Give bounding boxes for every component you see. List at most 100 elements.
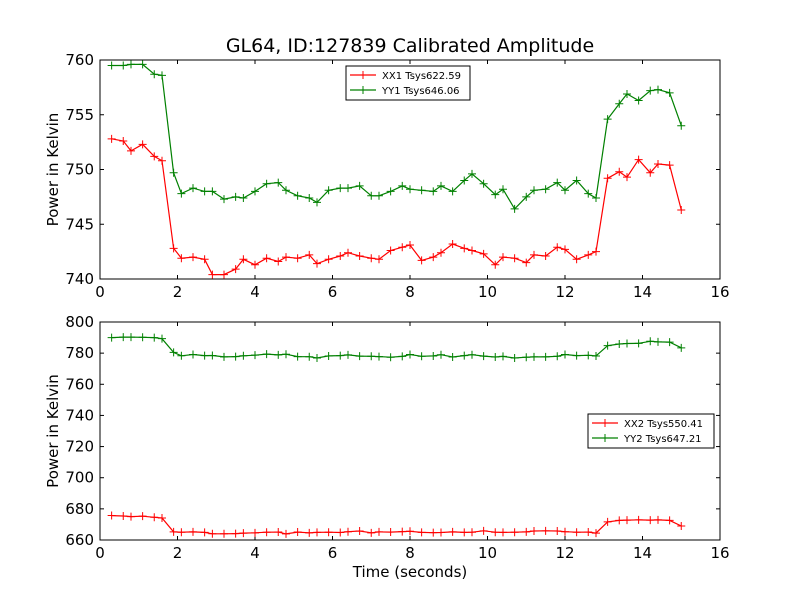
top-panel: 0 2 4 6 8 10 12 14 16 740 745 750 755 760 Power in Kel… [44, 51, 730, 301]
top-series-2-point [417, 186, 426, 195]
bottom-series-2-point [189, 350, 197, 359]
top-series-2-point [603, 115, 612, 124]
top-series-1-point [530, 250, 538, 259]
top-series-2-point [189, 184, 197, 193]
top-y-axis-label: Power in Kelvin [44, 113, 62, 227]
top-series-1-point [654, 160, 662, 169]
top-series-2-point [169, 168, 178, 177]
top-series-2-point [584, 189, 593, 198]
top-x-tick-label: 14 [633, 283, 652, 301]
top-series-2-point [522, 192, 531, 201]
bottom-series-1-point [274, 528, 283, 537]
top-series-2-point [231, 192, 240, 201]
bottom-series-2-point [398, 352, 407, 361]
bottom-y-tick-label: 760 [65, 375, 94, 393]
top-series-2-point [491, 190, 500, 199]
top-y-tick-label: 760 [65, 51, 94, 69]
bottom-series-1-point [677, 521, 686, 530]
bottom-series-1-point [150, 513, 159, 522]
bottom-x-tick-label: 16 [710, 544, 729, 562]
bottom-series-2-point [200, 351, 209, 360]
top-series-1-point [107, 134, 116, 143]
top-series-1-point [603, 174, 612, 183]
bottom-series-1-point [654, 515, 662, 524]
bottom-series-2-point [262, 350, 271, 359]
top-series-2-point [398, 181, 407, 190]
bottom-series-1-point [251, 528, 259, 537]
bottom-series-1-point [344, 527, 352, 536]
bottom-series-1-point [623, 516, 631, 525]
top-series-1-point [615, 167, 624, 176]
top-series-1-point [231, 265, 240, 274]
top-series-1-point [665, 161, 674, 170]
bottom-legend-label-2: YY2 Tsys647.21 [623, 434, 702, 445]
bottom-series-2-point [119, 333, 128, 342]
top-series-1-point [127, 146, 135, 155]
bottom-series-2-point [592, 351, 600, 360]
bottom-series-2-point [324, 351, 333, 360]
bottom-series-1-point [231, 529, 240, 538]
bottom-series-2-point [654, 337, 662, 346]
bottom-series-2-point [665, 338, 674, 347]
bottom-series-1-point [324, 528, 333, 537]
top-series-1-point [592, 247, 600, 256]
bottom-series-1-point [468, 528, 476, 537]
bottom-series-2-point [239, 351, 248, 360]
top-series-1-point [479, 249, 488, 258]
bottom-series-1-point [313, 528, 321, 537]
top-series-2-point [293, 191, 302, 200]
bottom-x-tick-label: 2 [173, 544, 183, 562]
top-series-2-point [460, 176, 469, 185]
bottom-series-1-point [375, 527, 383, 536]
top-series-1-line [111, 138, 682, 276]
top-y-tick-label: 750 [65, 161, 94, 179]
bottom-series-1-point [355, 526, 364, 535]
top-series-2-point [262, 179, 271, 188]
bottom-series-1-point [367, 528, 376, 537]
bottom-y-axis-label: Power in Kelvin [44, 374, 62, 488]
top-series-1-point [541, 252, 550, 261]
top-series-2-point [344, 184, 352, 193]
bottom-series-2-point [251, 351, 259, 360]
bottom-series-1-point [293, 528, 302, 537]
top-series-2-point [530, 186, 538, 195]
top-series-1-point [274, 257, 283, 266]
top-series-1-point [499, 253, 507, 262]
top-series-2-point [553, 178, 562, 187]
chart-title: GL64, ID:127839 Calibrated Amplitude [226, 35, 594, 57]
top-series-2-point [646, 86, 655, 95]
top-series-2-point [127, 60, 135, 69]
top-legend-label-1: XX1 Tsys622.59 [382, 71, 461, 82]
top-series-1-point [437, 248, 445, 257]
top-series-1-point [282, 253, 290, 262]
bottom-legend-box [587, 413, 715, 449]
top-series-2-point [119, 61, 128, 70]
top-series-1-point [177, 254, 186, 263]
top-x-tick-label: 0 [95, 283, 105, 301]
bottom-series-1-point [169, 527, 178, 536]
bottom-series-1-point [189, 527, 197, 536]
top-series-2-point [107, 61, 116, 70]
top-series-1-point [491, 260, 500, 269]
bottom-series-1-point [386, 528, 395, 537]
bottom-series-2-point [208, 351, 217, 360]
top-legend-marker-1 [359, 71, 367, 79]
bottom-x-tick-label: 10 [478, 544, 497, 562]
bottom-series-1-point [584, 528, 593, 537]
top-series-2-point [406, 185, 414, 194]
bottom-series-2-point [677, 343, 686, 352]
top-series-1-point [429, 253, 438, 262]
top-series-1-point [200, 255, 209, 264]
top-series-2-point [634, 96, 643, 105]
bottom-series-2-point [367, 352, 376, 361]
bottom-series-1-point [138, 512, 147, 521]
bottom-series-1-point [572, 528, 581, 537]
bottom-series-2-point [479, 352, 488, 361]
top-series-1-point [522, 258, 531, 267]
bottom-series-1-point [200, 528, 209, 537]
bottom-series-1-point [429, 528, 438, 537]
top-legend-marker-2 [359, 86, 367, 94]
bottom-series-2-point [406, 350, 414, 359]
top-series-2-point [336, 184, 345, 193]
